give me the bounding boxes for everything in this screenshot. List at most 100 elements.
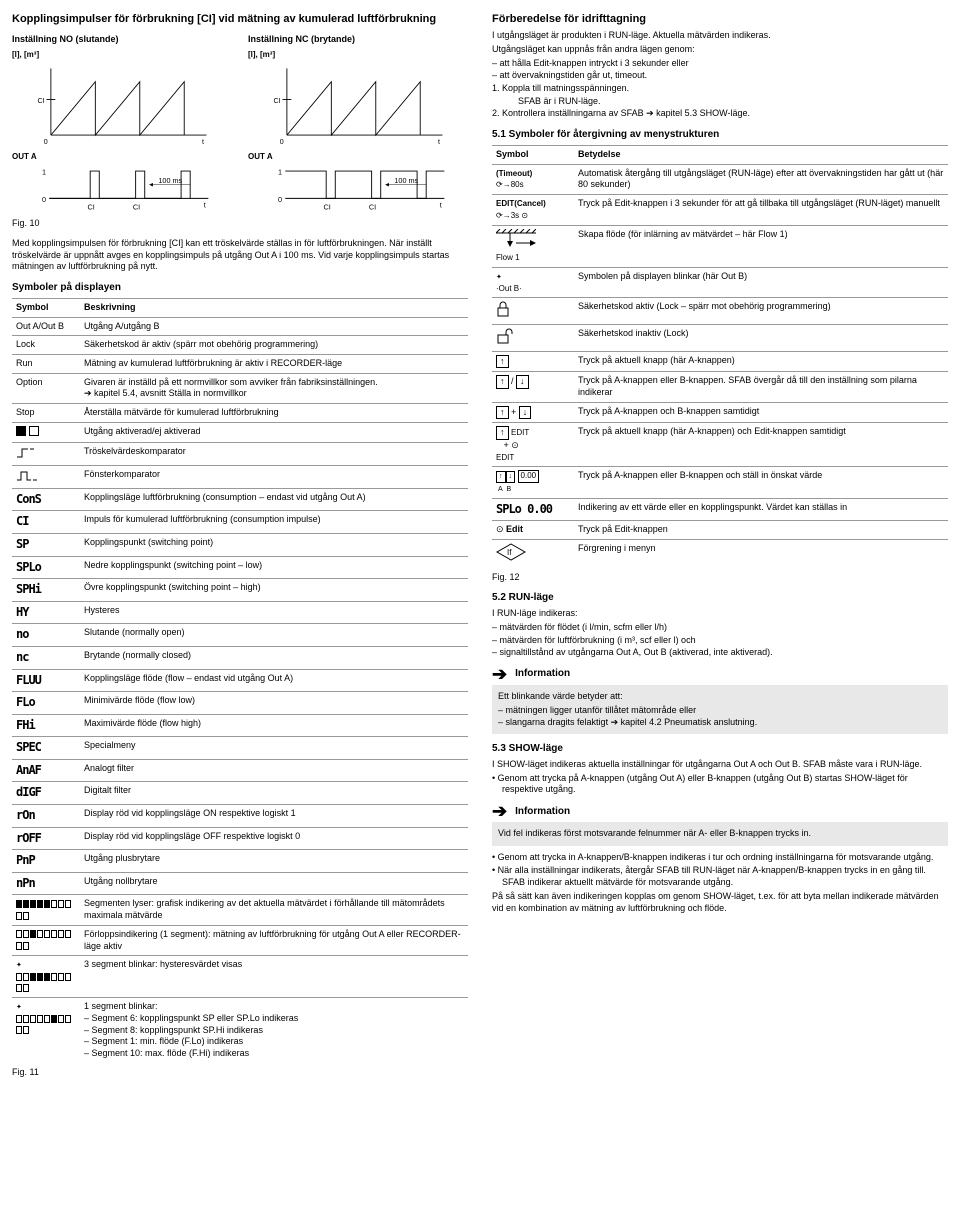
symbol-cell: no (12, 624, 80, 647)
symbol-cell: Lock (12, 336, 80, 355)
symbol-cell: Stop (12, 404, 80, 423)
svg-text:CI: CI (274, 97, 281, 105)
table-row: ✦3 segment blinkar: hysteresvärdet visas (12, 956, 468, 998)
prep-head: Förberedelse för idrifttagning (492, 12, 948, 26)
graph-no: CI 0 t (12, 64, 232, 144)
desc-cell: Tryck på A-knappen och B-knappen samtidi… (574, 402, 948, 423)
symbol-cell: SPLo (12, 556, 80, 579)
desc-cell: 1 segment blinkar: – Segment 6: koppling… (80, 998, 468, 1063)
svg-text:0: 0 (278, 195, 282, 204)
svg-text:0: 0 (42, 195, 46, 204)
table-row: RunMätning av kumulerad luftförbrukning … (12, 354, 468, 373)
desc-cell: Tryck på A-knappen eller B-knappen och s… (574, 467, 948, 498)
desc-cell: Automatisk återgång till utgångsläget (R… (574, 164, 948, 194)
tbl1-h1: Symbol (12, 298, 80, 317)
symbol-cell (492, 298, 574, 325)
s53-b3: • När alla inställningar indikerats, åte… (502, 865, 948, 888)
table-row: Fönsterkomparator (12, 466, 468, 489)
symbol-cell: ↑ (492, 351, 574, 372)
prep-d1: – att hålla Edit-knappen intryckt i 3 se… (504, 58, 948, 70)
s53-p1: I SHOW-läget indikeras aktuella inställn… (492, 759, 948, 771)
left-para1: Med kopplingsimpulsen för förbrukning [C… (12, 238, 468, 273)
prep-n1b: SFAB är i RUN-läge. (518, 96, 948, 108)
table-row: Tröskelvärdeskomparator (12, 443, 468, 466)
desc-cell: Kopplingsläge flöde (flow – endast vid u… (80, 669, 468, 692)
table-row: FHiMaximivärde flöde (flow high) (12, 714, 468, 737)
table-row: CIImpuls för kumulerad luftförbrukning (… (12, 511, 468, 534)
svg-text:t: t (204, 201, 206, 210)
fig12-caption: Fig. 12 (492, 572, 948, 584)
symbol-cell: dIGF (12, 782, 80, 805)
symbol-cell: ↑ / ↓ (492, 372, 574, 402)
symbol-cell: ✦ (12, 956, 80, 998)
svg-text:0: 0 (44, 138, 48, 144)
svg-text:100 ms: 100 ms (394, 176, 418, 185)
prep-n1: 1. Koppla till matningsspänningen. (506, 83, 948, 95)
table-row: ncBrytande (normally closed) (12, 646, 468, 669)
table-row: HYHysteres (12, 601, 468, 624)
table-row: OptionGivaren är inställd på ett normvil… (12, 373, 468, 403)
s53-b2: • Genom att trycka in A-knappen/B-knappe… (502, 852, 948, 864)
symbol-cell: EDIT(Cancel)⟳→3s ⊙ (492, 195, 574, 225)
graph-nc: CI 0 t (248, 64, 468, 144)
desc-cell: Digitalt filter (80, 782, 468, 805)
desc-cell: Säkerhetskod aktiv (Lock – spärr mot obe… (574, 298, 948, 325)
svg-text:CI: CI (369, 203, 376, 212)
desc-cell: Förgrening i menyn (574, 539, 948, 567)
symbol-cell: Option (12, 373, 80, 403)
symbol-cell (492, 324, 574, 351)
symbol-table-2: Symbol Betydelse (Timeout)⟳→80sAutomatis… (492, 145, 948, 567)
svg-text:0: 0 (280, 138, 284, 144)
desc-cell: Indikering av ett värde eller en kopplin… (574, 498, 948, 521)
svg-text:100 ms: 100 ms (158, 176, 182, 185)
prep-p1: I utgångsläget är produkten i RUN-läge. … (492, 30, 948, 42)
symbol-cell: FHi (12, 714, 80, 737)
symbol-cell: Run (12, 354, 80, 373)
info-arrow-icon: ➔ (492, 665, 507, 683)
s53-p2: På så sätt kan även indikeringen kopplas… (492, 891, 948, 914)
symbol-cell: rOFF (12, 827, 80, 850)
svg-text:CI: CI (323, 203, 330, 212)
col-nc-head: Inställning NC (brytande) (248, 34, 468, 46)
desc-cell: Brytande (normally closed) (80, 646, 468, 669)
table-row: (Timeout)⟳→80sAutomatisk återgång till u… (492, 164, 948, 194)
tbl1-h2: Beskrivning (80, 298, 468, 317)
table-row: ↑ / ↓Tryck på A-knappen eller B-knappen.… (492, 372, 948, 402)
table-row: Utgång aktiverad/ej aktiverad (12, 422, 468, 443)
s52-d2: – mätvärden för luftförbrukning (i m³, s… (504, 635, 948, 647)
symbol-cell: PnP (12, 850, 80, 873)
table-row: ↑Tryck på aktuell knapp (här A-knappen) (492, 351, 948, 372)
table-row: AnAFAnalogt filter (12, 759, 468, 782)
info-bar-1: Ett blinkande värde betyder att: – mätni… (492, 685, 948, 734)
table-row: Segmenten lyser: grafisk indikering av d… (12, 895, 468, 925)
table-row: StopÅterställa mätvärde för kumulerad lu… (12, 404, 468, 423)
symbol-cell: SPEC (12, 737, 80, 760)
desc-cell: Fönsterkomparator (80, 466, 468, 489)
desc-cell: Återställa mätvärde för kumulerad luftfö… (80, 404, 468, 423)
left-title: Kopplingsimpulser för förbrukning [CI] v… (12, 12, 468, 26)
symbol-cell: ConS (12, 488, 80, 511)
desc-cell: 3 segment blinkar: hysteresvärdet visas (80, 956, 468, 998)
table-row: ↑ EDIT + ⊙EDITTryck på aktuell knapp (hä… (492, 423, 948, 467)
symbol-cell: CI (12, 511, 80, 534)
table-row: nPnUtgång nollbrytare (12, 872, 468, 895)
symbol-cell: ⊙ Edit (492, 521, 574, 540)
svg-text:t: t (438, 138, 440, 144)
table-row: rOnDisplay röd vid kopplingsläge ON resp… (12, 805, 468, 828)
symbol-cell: (Timeout)⟳→80s (492, 164, 574, 194)
table-row: ↑ + ↓Tryck på A-knappen och B-knappen sa… (492, 402, 948, 423)
table-row: SPLoNedre kopplingspunkt (switching poin… (12, 556, 468, 579)
s53-head: 5.3 SHOW-läge (492, 742, 948, 755)
symdisp-head: Symboler på displayen (12, 281, 468, 294)
table-row: ✦1 segment blinkar: – Segment 6: kopplin… (12, 998, 468, 1063)
table-row: ConSKopplingsläge luftförbrukning (consu… (12, 488, 468, 511)
svg-text:If: If (507, 548, 512, 557)
table-row: Flow 1Skapa flöde (för inlärning av mätv… (492, 225, 948, 267)
symbol-cell: Out A/Out B (12, 317, 80, 336)
symbol-cell: SPHi (12, 579, 80, 602)
desc-cell: Analogt filter (80, 759, 468, 782)
symbol-cell: If (492, 539, 574, 567)
symbol-cell (12, 466, 80, 489)
desc-cell: Tryck på aktuell knapp (här A-knappen) o… (574, 423, 948, 467)
s52-d3: – signaltillstånd av utgångarna Out A, O… (504, 647, 948, 659)
